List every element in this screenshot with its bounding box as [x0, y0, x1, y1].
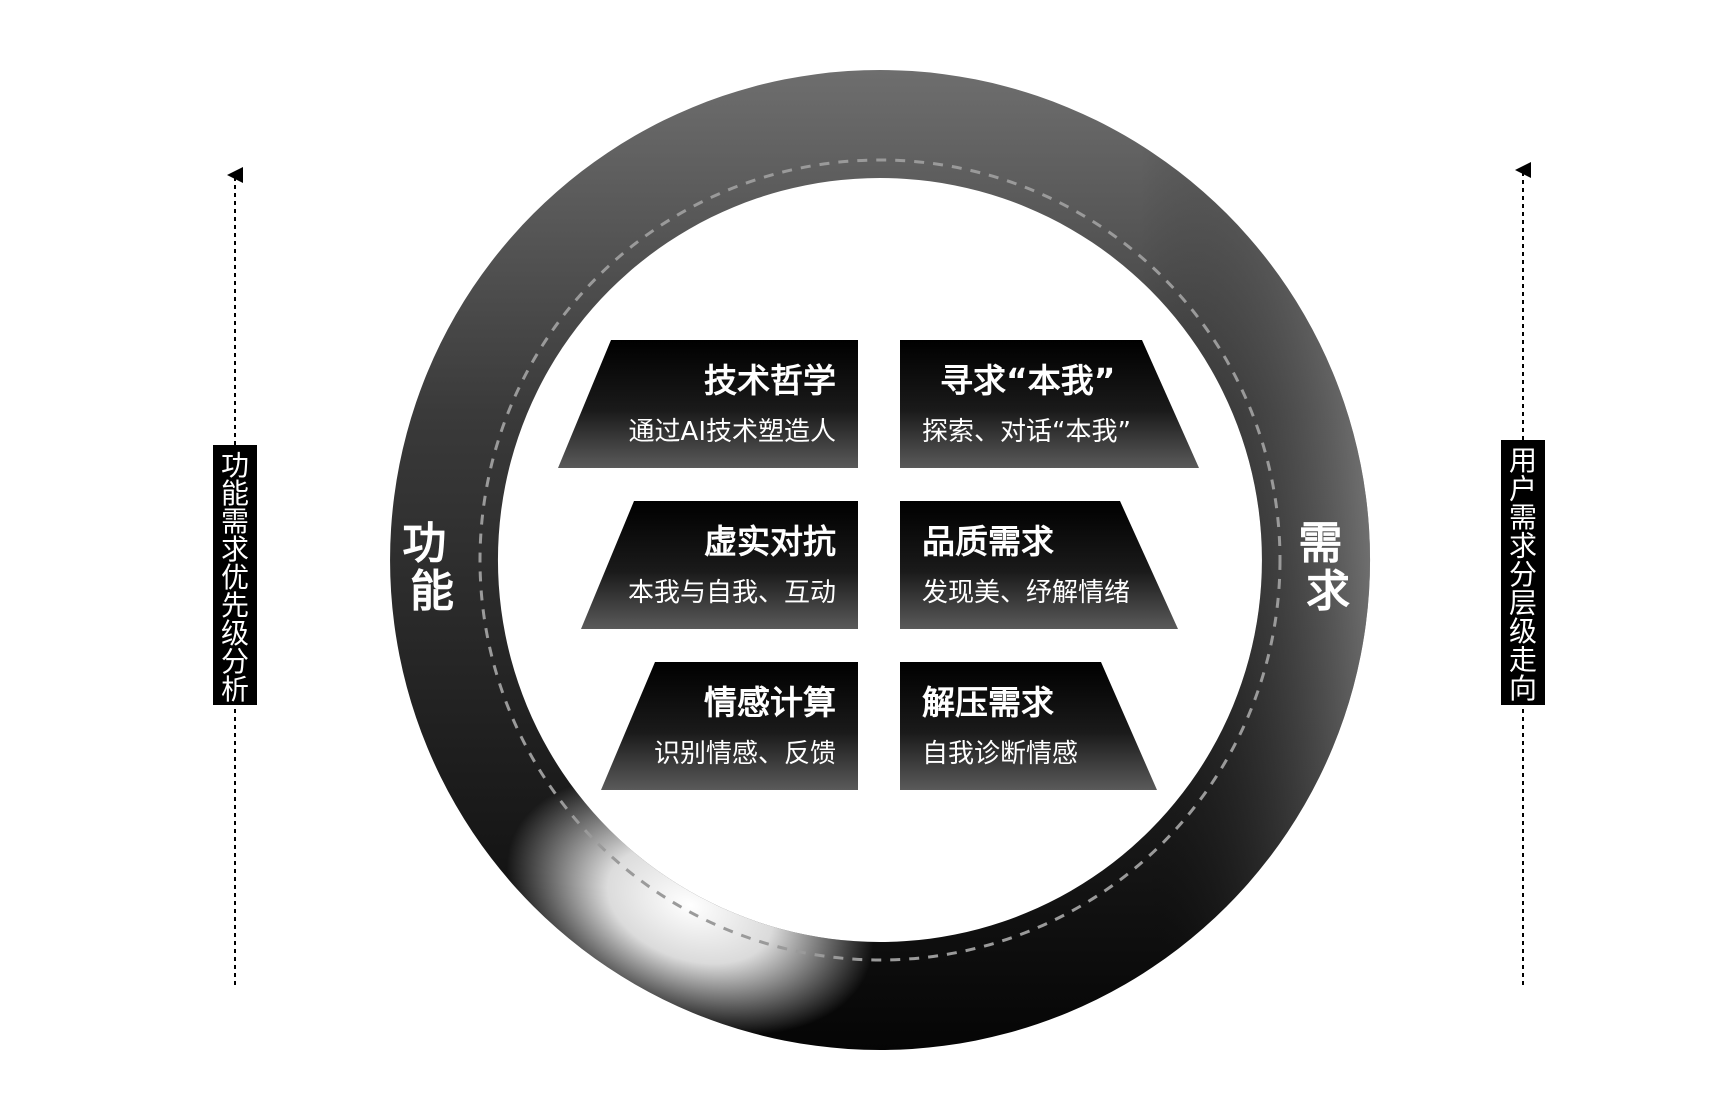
right-axis-label-text-char: 户	[1509, 473, 1537, 506]
left-axis-label-text-char: 能	[221, 477, 249, 510]
left-axis-label-text-char: 分	[221, 645, 249, 678]
left-axis-label-text-char: 优	[221, 561, 249, 594]
card-title: 情感计算	[704, 683, 836, 722]
ring-label-right: 需 求	[1298, 518, 1357, 617]
card-virtual-real: 虚实对抗 本我与自我、互动	[581, 501, 858, 629]
card-seek-self: 寻求“本我” 探索、对话“本我”	[900, 340, 1199, 468]
card-shape	[900, 501, 1178, 629]
card-tech-philosophy: 技术哲学 通过AI技术塑造人	[558, 340, 858, 468]
card-title: 品质需求	[922, 522, 1054, 561]
left-axis-label-text-char: 析	[221, 673, 249, 706]
ring-label-left-char-2: 能	[410, 566, 454, 617]
right-axis-label-text-char: 层	[1509, 587, 1537, 620]
left-axis-label-box	[213, 445, 257, 705]
ring-label-left: 功 能	[402, 518, 461, 617]
left-axis-label-text-char: 需	[221, 505, 249, 538]
right-axis-label-text-char: 用	[1509, 444, 1537, 477]
right-axis-label-text-char: 求	[1509, 530, 1537, 563]
ring-label-left-char-1: 功	[402, 518, 446, 569]
right-axis-label-text-char: 级	[1509, 615, 1537, 648]
ring-label-right-char-2: 求	[1306, 566, 1350, 617]
card-affective-computing: 情感计算 识别情感、反馈	[601, 662, 858, 790]
left-axis: 功能需求优先级分析	[213, 167, 257, 985]
left-axis-label-text-char: 功	[221, 449, 249, 482]
card-title: 寻求“本我”	[940, 361, 1115, 400]
right-axis-label-text-char: 分	[1509, 558, 1537, 591]
left-axis-label-text-char: 求	[221, 533, 249, 566]
right-axis-label-text: 用户需求分层级走向	[1509, 444, 1537, 705]
left-axis-label-text-char: 先	[221, 589, 249, 622]
card-subtitle: 探索、对话“本我”	[922, 417, 1131, 447]
right-axis-label-box	[1501, 440, 1545, 705]
card-subtitle: 发现美、纾解情绪	[922, 578, 1130, 608]
card-shape	[581, 501, 858, 629]
card-title: 解压需求	[922, 683, 1054, 722]
right-axis: 用户需求分层级走向	[1501, 162, 1545, 985]
right-axis-label-text-char: 需	[1509, 501, 1537, 534]
card-shape	[601, 662, 858, 790]
right-axis-label-text-char: 向	[1509, 672, 1537, 705]
right-axis-label-text-char: 走	[1509, 644, 1537, 677]
card-subtitle: 本我与自我、互动	[628, 578, 836, 608]
left-axis-label: 功能需求优先级分析	[221, 449, 249, 706]
right-axis-label: 用户需求分层级走向	[1509, 444, 1537, 705]
card-subtitle: 识别情感、反馈	[654, 739, 836, 769]
ring: 功 能 需 求	[390, 70, 1371, 1050]
card-shape	[900, 340, 1199, 468]
card-shape	[900, 662, 1157, 790]
left-axis-label-text-char: 级	[221, 617, 249, 650]
card-subtitle: 通过AI技术塑造人	[629, 417, 836, 447]
left-axis-label-text: 功能需求优先级分析	[221, 449, 249, 706]
ring-dashed-track	[478, 158, 1282, 962]
card-grid: 技术哲学 通过AI技术塑造人 寻求“本我” 探索、对话“本我” 虚实对抗 本我与…	[558, 340, 1199, 790]
card-subtitle: 自我诊断情感	[922, 739, 1078, 769]
card-quality-needs: 品质需求 发现美、纾解情绪	[900, 501, 1178, 629]
card-title: 虚实对抗	[704, 522, 836, 561]
card-shape	[558, 340, 858, 468]
ring-label-right-char-1: 需	[1298, 518, 1342, 569]
card-title: 技术哲学	[704, 361, 836, 400]
card-stress-relief: 解压需求 自我诊断情感	[900, 662, 1157, 790]
